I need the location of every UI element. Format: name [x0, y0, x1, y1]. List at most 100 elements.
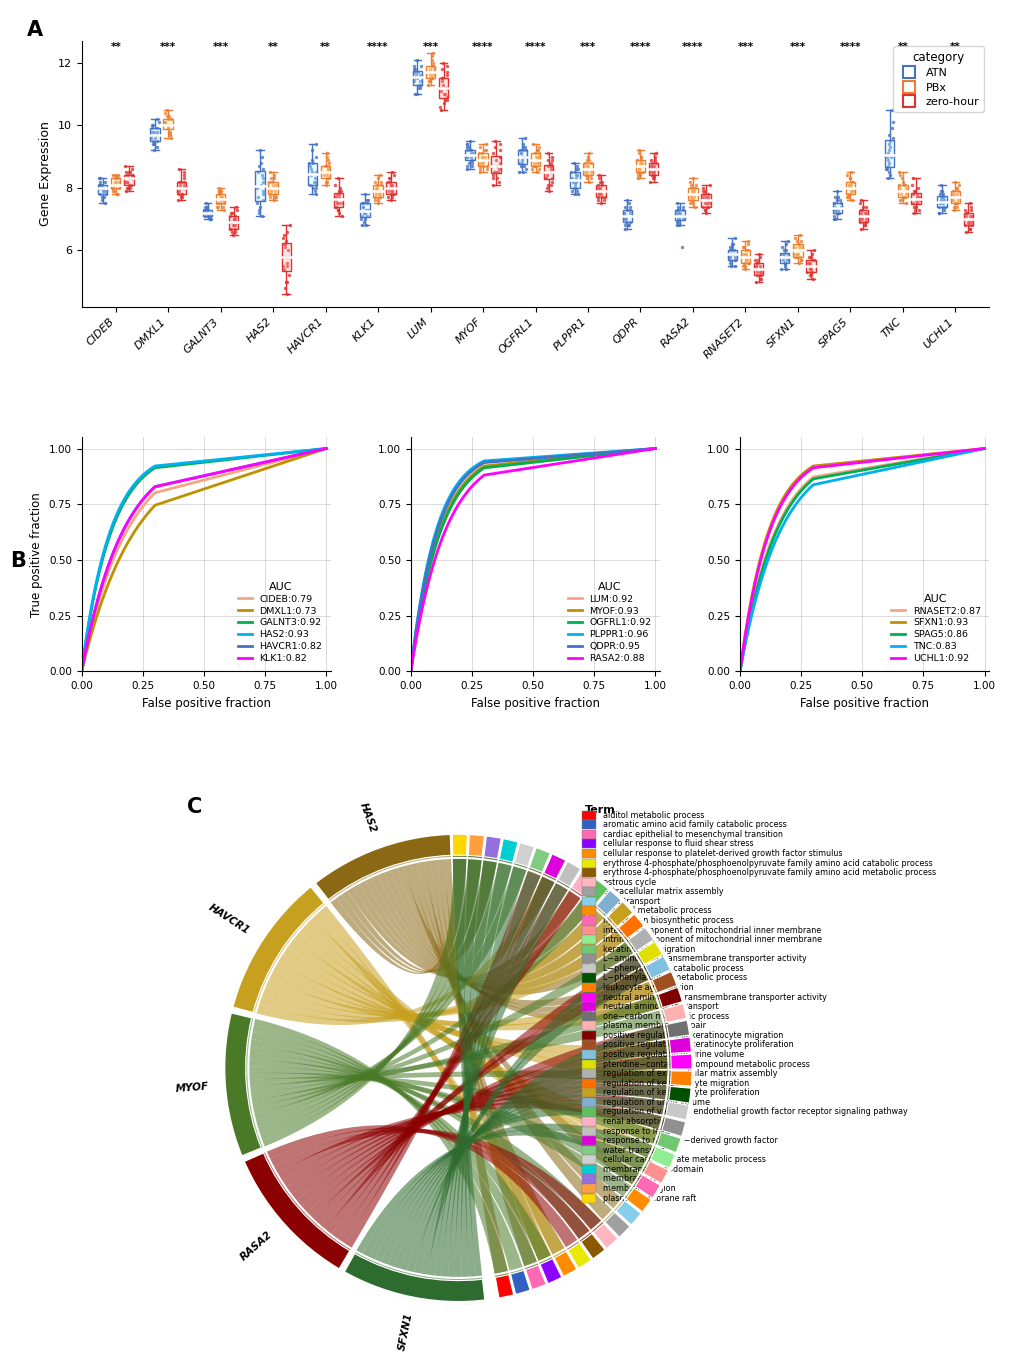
Point: [675, 196, 691, 218]
Point: [515, 136, 531, 158]
Point: [106, 170, 122, 192]
Point: [931, 180, 948, 201]
Polygon shape: [379, 1085, 669, 1268]
Point: [490, 158, 506, 180]
Point: [149, 108, 165, 129]
Point: [699, 193, 715, 215]
Point: [615, 196, 632, 218]
Polygon shape: [373, 1097, 667, 1266]
Point: [856, 215, 872, 237]
Point: [488, 155, 504, 177]
Point: [622, 196, 638, 218]
Point: [474, 146, 490, 167]
Polygon shape: [274, 1101, 664, 1183]
Point: [683, 180, 699, 201]
Point: [826, 208, 843, 230]
Point: [91, 174, 107, 196]
Polygon shape: [367, 1106, 664, 1263]
Point: [145, 131, 161, 152]
Point: [464, 152, 480, 174]
Point: [94, 189, 110, 211]
Polygon shape: [433, 874, 555, 1279]
Polygon shape: [253, 859, 513, 1128]
Point: [682, 174, 698, 196]
Point: [590, 174, 606, 196]
Point: [840, 184, 856, 206]
Text: HAVCR1: HAVCR1: [207, 902, 251, 936]
Point: [161, 114, 177, 136]
Polygon shape: [413, 966, 651, 1277]
Point: [748, 264, 764, 286]
Point: [491, 139, 507, 161]
Point: [567, 184, 583, 206]
Point: [959, 211, 975, 233]
Bar: [111, 178, 120, 188]
Point: [824, 193, 841, 215]
Text: L−phenylalanine catabolic process: L−phenylalanine catabolic process: [602, 964, 743, 973]
Point: [726, 249, 742, 271]
Point: [616, 208, 633, 230]
Point: [842, 162, 858, 184]
Bar: [582, 1011, 595, 1021]
Point: [619, 199, 635, 220]
Point: [567, 174, 583, 196]
Point: [226, 208, 243, 230]
Text: plasma membrane repair: plasma membrane repair: [602, 1021, 705, 1030]
Text: ****: ****: [839, 42, 860, 52]
Point: [828, 189, 845, 211]
Point: [644, 167, 660, 189]
Point: [751, 264, 767, 286]
Point: [215, 189, 231, 211]
Point: [255, 170, 271, 192]
Point: [210, 180, 226, 201]
Point: [478, 155, 494, 177]
Point: [630, 162, 646, 184]
Point: [123, 158, 140, 180]
Wedge shape: [229, 885, 324, 1013]
Point: [528, 139, 544, 161]
Point: [567, 170, 583, 192]
Point: [734, 242, 750, 264]
Point: [828, 186, 845, 208]
Point: [684, 189, 700, 211]
Point: [776, 252, 793, 274]
Polygon shape: [386, 1071, 671, 1270]
Point: [161, 121, 177, 143]
Point: [685, 186, 701, 208]
Point: [119, 165, 136, 186]
Point: [383, 186, 399, 208]
Text: plasma membrane raft: plasma membrane raft: [602, 1194, 696, 1203]
Point: [579, 158, 595, 180]
Point: [437, 76, 453, 98]
Legend: ATN, PBx, zero-hour: ATN, PBx, zero-hour: [893, 46, 983, 112]
Point: [801, 255, 817, 276]
Bar: [740, 250, 749, 263]
Point: [436, 83, 452, 105]
Point: [379, 186, 395, 208]
Point: [421, 71, 437, 93]
Point: [740, 240, 756, 261]
Point: [517, 136, 533, 158]
Point: [327, 196, 343, 218]
Point: [526, 155, 542, 177]
Point: [699, 186, 715, 208]
Point: [641, 170, 657, 192]
Point: [524, 155, 540, 177]
Point: [119, 177, 136, 199]
Point: [838, 186, 854, 208]
Text: **: **: [268, 42, 278, 52]
Bar: [582, 1194, 595, 1203]
Point: [892, 177, 908, 199]
Point: [947, 170, 963, 192]
Bar: [583, 163, 592, 176]
Point: [933, 184, 950, 206]
Point: [106, 174, 122, 196]
Point: [895, 186, 911, 208]
Point: [722, 233, 739, 255]
Wedge shape: [553, 1251, 578, 1279]
Bar: [203, 210, 212, 216]
Point: [825, 206, 842, 227]
Point: [145, 114, 161, 136]
Polygon shape: [364, 874, 616, 987]
Text: membrane region: membrane region: [602, 1184, 676, 1194]
